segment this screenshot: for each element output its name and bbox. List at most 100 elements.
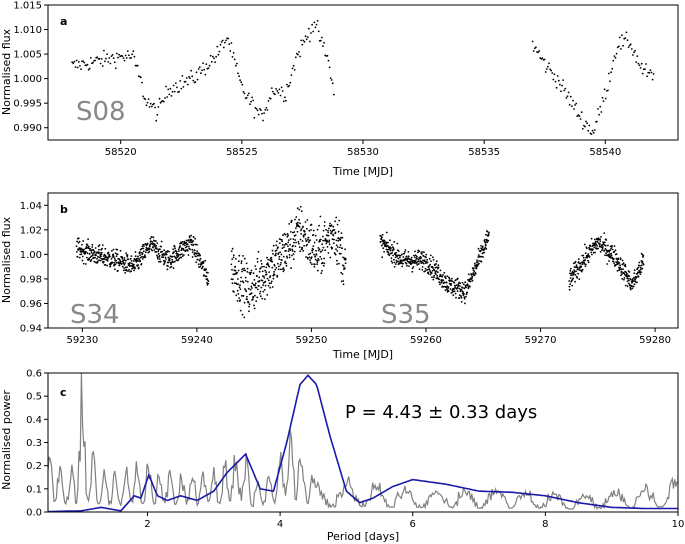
flux-point [597,247,599,250]
flux-point [310,223,313,226]
flux-point [184,80,187,83]
flux-point [108,253,111,256]
flux-point [263,112,265,114]
flux-point [237,269,240,272]
flux-point [185,245,188,248]
flux-point [410,256,413,259]
flux-point [545,68,548,70]
flux-point [71,61,74,64]
flux-point [261,265,263,268]
flux-point [271,286,274,288]
flux-point [243,257,246,260]
flux-point [576,277,579,279]
flux-point [270,280,273,283]
flux-point [462,283,465,286]
flux-point [300,229,302,232]
flux-point [418,250,421,253]
flux-point [253,307,256,310]
flux-point [618,266,620,269]
flux-point [552,78,555,81]
flux-point [463,293,465,295]
flux-point [537,51,539,54]
flux-point [130,255,133,257]
flux-point [443,281,446,284]
flux-point [313,253,315,256]
flux-point [598,113,600,116]
flux-point [163,249,166,252]
flux-point [182,249,185,251]
flux-point [296,207,299,210]
flux-point [117,56,119,59]
flux-point [142,247,145,250]
x-tick-label: 58535 [468,147,500,158]
flux-point [633,269,636,272]
flux-point [652,73,655,75]
flux-point [178,250,180,253]
flux-point [174,247,177,250]
flux-point [599,251,602,253]
flux-point [205,268,208,270]
flux-point [479,250,482,253]
flux-point [304,35,307,38]
flux-point [109,265,112,268]
flux-point [342,283,345,286]
flux-point [633,283,636,286]
flux-point [607,89,609,92]
flux-point [176,86,178,89]
flux-point [634,278,637,280]
flux-point [262,119,264,122]
flux-point [323,221,326,223]
x-tick-label: 58530 [347,147,379,158]
flux-point [388,248,391,250]
flux-point [615,253,618,255]
flux-point [605,239,608,241]
flux-point [600,236,602,238]
flux-point [432,278,435,281]
flux-point [249,288,252,291]
flux-point [319,238,322,241]
flux-point [436,274,439,277]
flux-point [300,228,303,230]
flux-point [592,242,594,245]
flux-point [97,255,99,258]
flux-point [79,65,81,67]
flux-point [454,286,456,289]
flux-point [407,255,410,258]
flux-point [330,232,333,235]
y-tick-label: 0.94 [20,324,42,335]
flux-point [591,129,594,132]
flux-point [261,279,264,282]
flux-point [471,275,474,278]
flux-point [381,236,383,239]
flux-point [601,96,604,99]
flux-point [445,288,448,290]
flux-point [239,309,242,312]
flux-point [618,262,621,264]
x-tick-label: 59260 [410,335,442,346]
flux-point [448,277,451,280]
flux-point [469,280,472,283]
flux-point [242,281,245,284]
flux-point [232,254,235,257]
flux-point [451,277,453,280]
flux-point [610,252,613,255]
flux-point [450,283,453,285]
x-tick-label: 6 [410,519,416,530]
flux-point [92,61,94,64]
flux-point [253,279,256,281]
panel-b-letter: b [60,203,68,216]
flux-point [88,252,91,255]
flux-point [379,241,382,243]
flux-point [568,103,571,106]
flux-point [393,258,395,261]
flux-point [330,224,333,227]
flux-point [380,235,382,237]
flux-point [292,258,295,260]
flux-point [484,243,487,246]
flux-point [252,295,255,298]
flux-point [326,241,329,243]
flux-point [126,254,129,257]
flux-point [333,238,335,241]
flux-point [569,95,572,98]
flux-point [442,279,445,282]
